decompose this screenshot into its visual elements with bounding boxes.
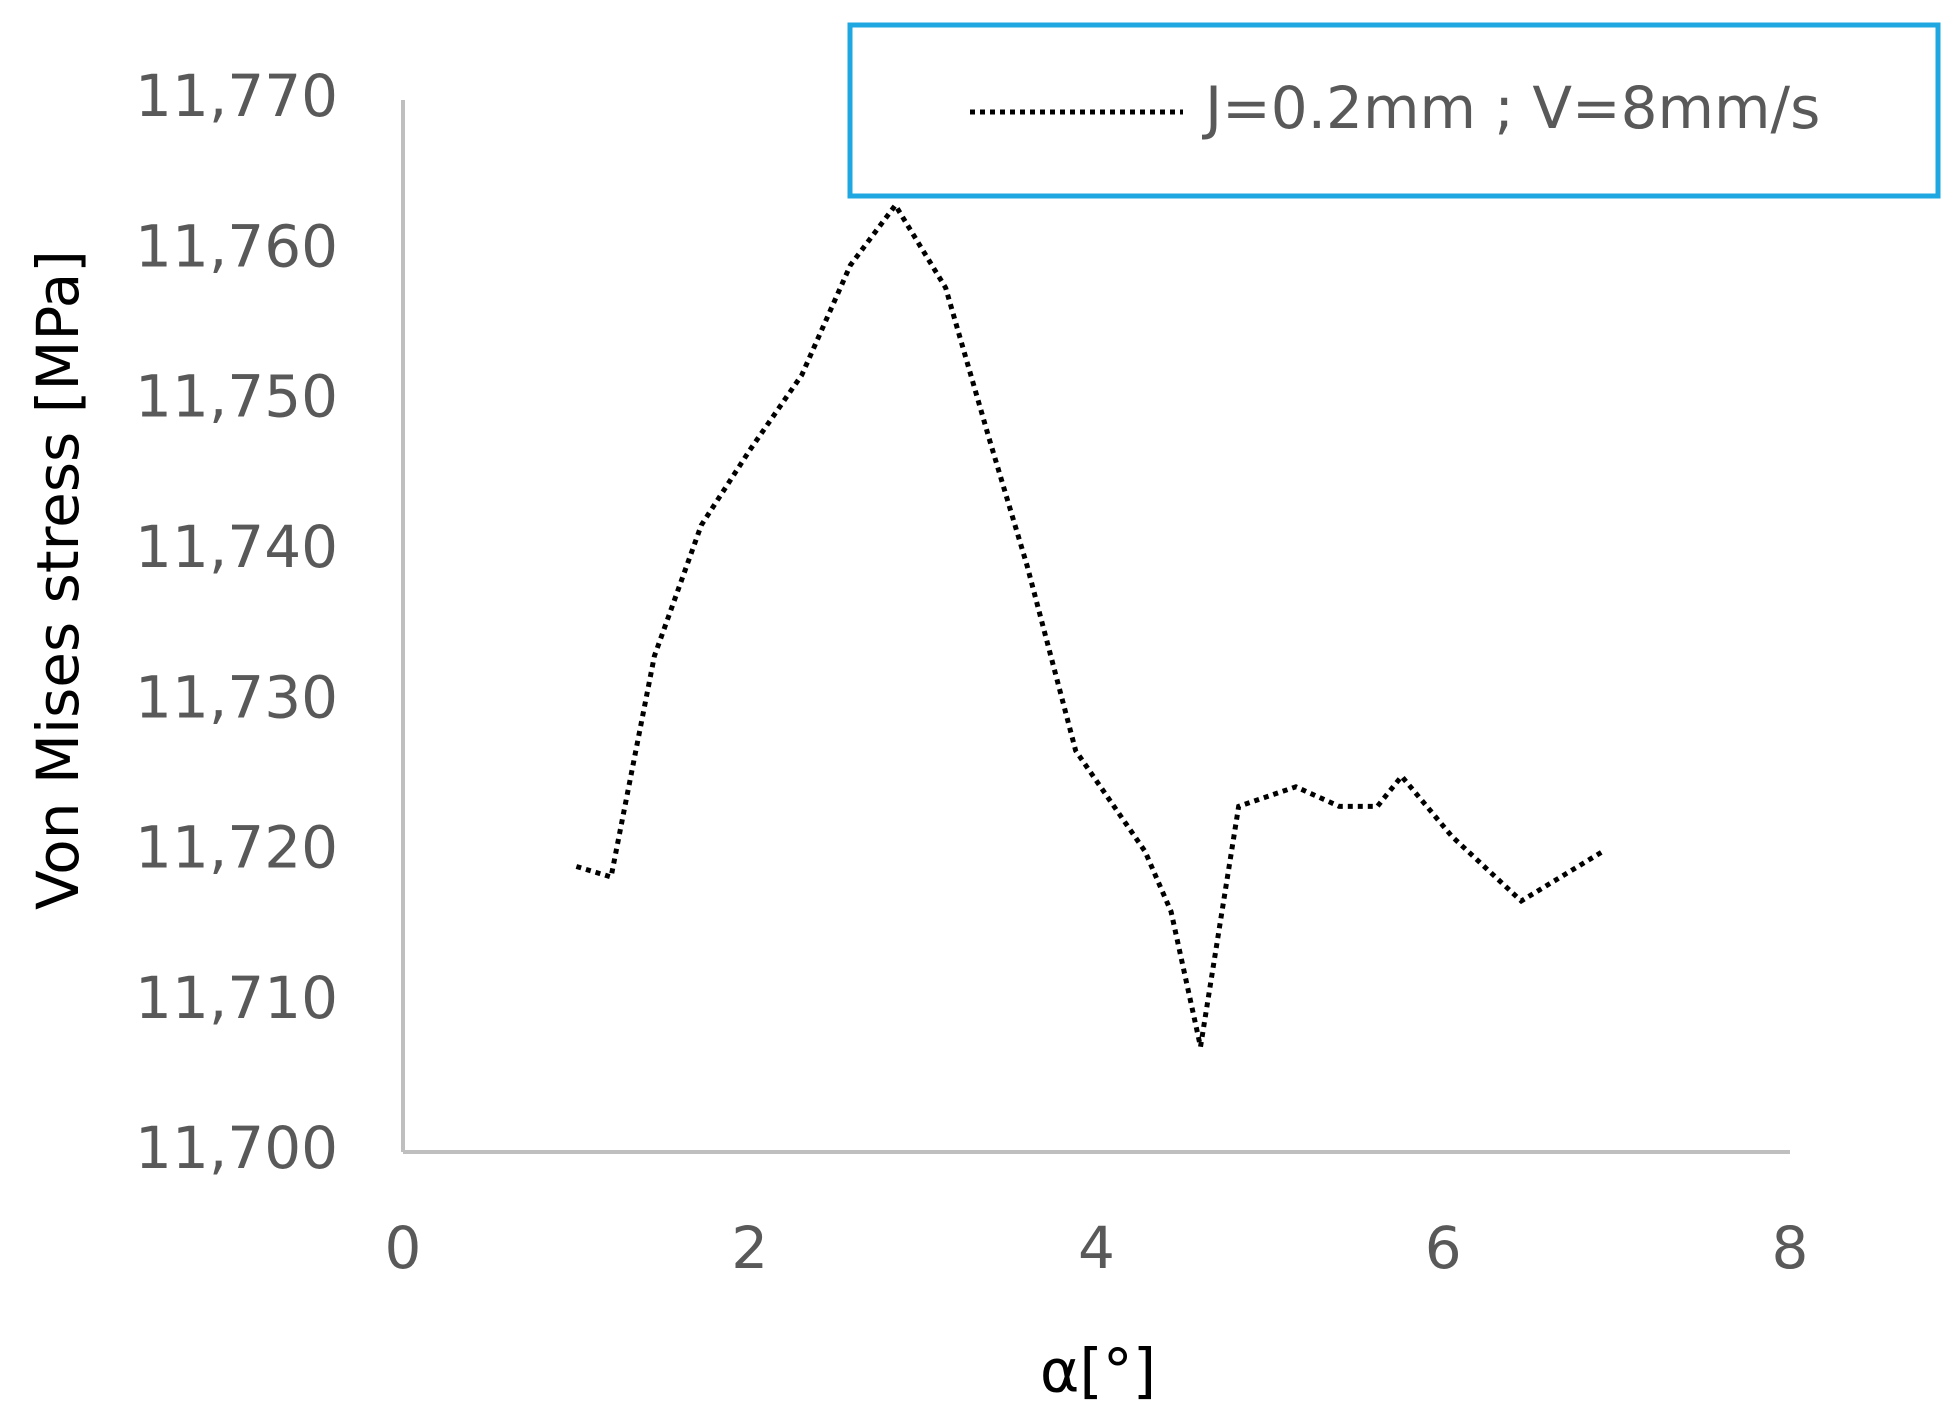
- y-tick-label: 11,770: [135, 62, 338, 130]
- y-tick-label: 11,700: [135, 1114, 338, 1182]
- x-axis-title: α[°]: [1040, 1337, 1156, 1407]
- y-tick-label: 11,750: [135, 363, 338, 431]
- y-tick-label: 11,720: [135, 814, 338, 882]
- x-tick-label: 4: [1078, 1214, 1115, 1282]
- x-tick-label: 8: [1772, 1214, 1809, 1282]
- y-axis-title: Von Mises stress [MPa]: [24, 250, 92, 910]
- line-series: [575, 200, 1605, 1048]
- y-tick-label: 11,760: [135, 212, 338, 280]
- x-tick-label: 0: [385, 1214, 422, 1282]
- legend-label: J=0.2mm ; V=8mm/s: [1202, 74, 1820, 142]
- y-tick-label: 11,710: [135, 964, 338, 1032]
- y-tick-label: 11,730: [135, 663, 338, 731]
- x-tick-label: 6: [1425, 1214, 1462, 1282]
- y-tick-label: 11,740: [135, 513, 338, 581]
- x-tick-label: 2: [731, 1214, 768, 1282]
